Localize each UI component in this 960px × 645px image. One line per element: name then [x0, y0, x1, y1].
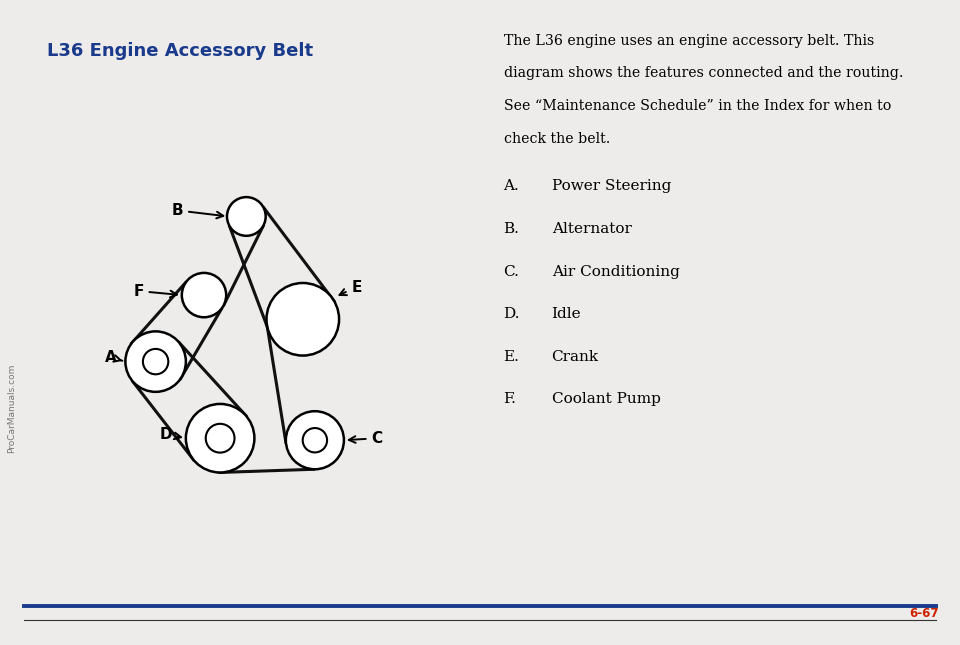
Text: B: B: [172, 203, 224, 219]
Text: D.: D.: [504, 307, 520, 321]
Text: 6-67: 6-67: [909, 607, 939, 620]
Circle shape: [126, 332, 186, 392]
Circle shape: [286, 412, 344, 470]
Text: Air Conditioning: Air Conditioning: [552, 264, 680, 279]
Text: Idle: Idle: [552, 307, 581, 321]
Circle shape: [205, 424, 234, 453]
Text: Coolant Pump: Coolant Pump: [552, 392, 660, 406]
Text: check the belt.: check the belt.: [504, 132, 610, 146]
Text: diagram shows the features connected and the routing.: diagram shows the features connected and…: [504, 66, 903, 81]
Text: A.: A.: [504, 179, 519, 193]
Circle shape: [227, 197, 266, 236]
Text: A: A: [106, 350, 123, 365]
Text: Alternator: Alternator: [552, 222, 632, 236]
Text: Power Steering: Power Steering: [552, 179, 671, 193]
Circle shape: [302, 428, 327, 452]
Text: F.: F.: [504, 392, 516, 406]
Text: C: C: [348, 431, 382, 446]
Circle shape: [267, 283, 339, 355]
Circle shape: [186, 404, 254, 473]
Text: L36 Engine Accessory Belt: L36 Engine Accessory Belt: [47, 43, 313, 60]
Text: Crank: Crank: [552, 350, 599, 364]
Text: D: D: [159, 427, 181, 442]
Text: The L36 engine uses an engine accessory belt. This: The L36 engine uses an engine accessory …: [504, 34, 874, 48]
Circle shape: [143, 349, 168, 374]
Text: E: E: [340, 279, 362, 295]
Text: E.: E.: [504, 350, 519, 364]
Circle shape: [181, 273, 227, 317]
Text: B.: B.: [504, 222, 519, 236]
Text: See “Maintenance Schedule” in the Index for when to: See “Maintenance Schedule” in the Index …: [504, 99, 891, 114]
Text: F: F: [133, 284, 177, 299]
Text: ProCarManuals.com: ProCarManuals.com: [8, 364, 16, 453]
Text: C.: C.: [504, 264, 519, 279]
